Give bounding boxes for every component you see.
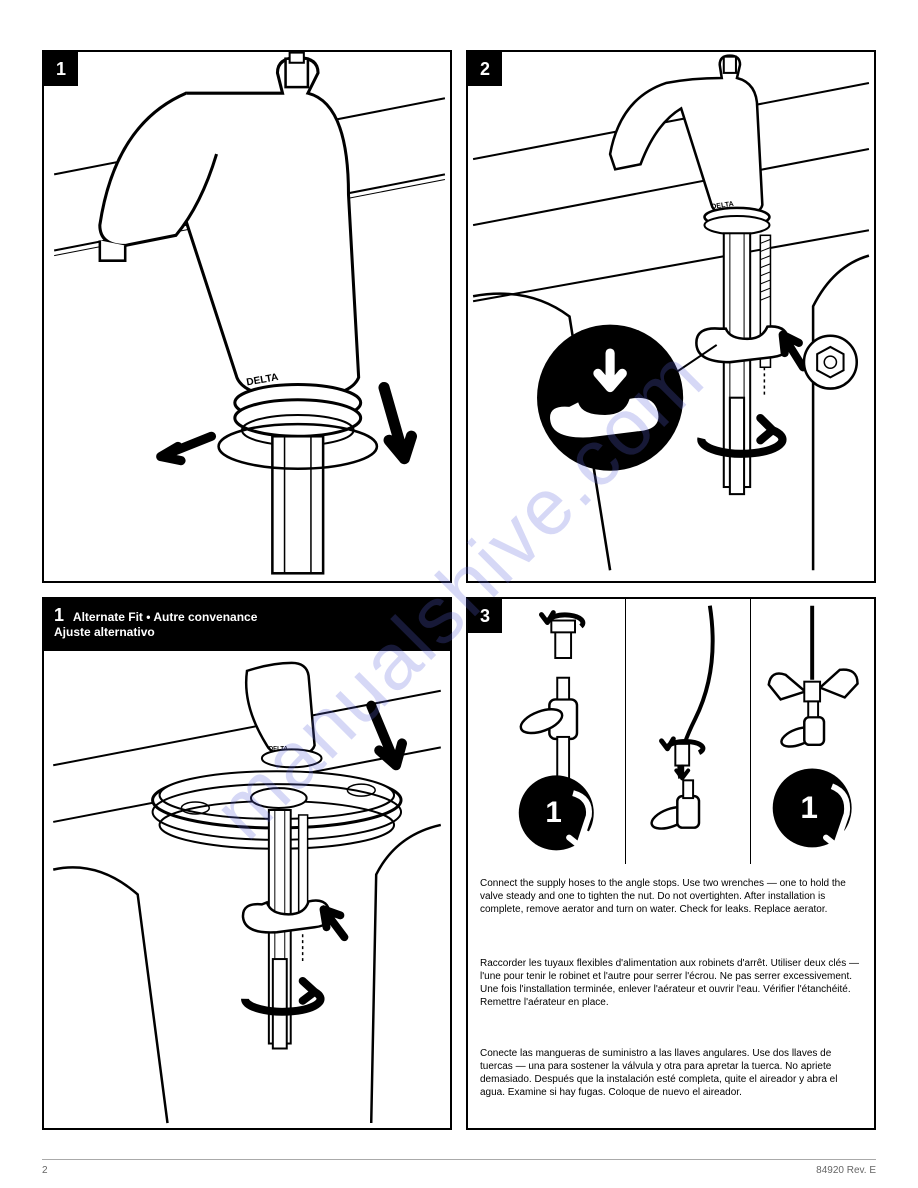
alt-heading-2: Ajuste alternativo: [54, 625, 155, 639]
page-footer: 2 84920 Rev. E: [0, 1165, 918, 1176]
step-3-subpanels: 1: [502, 599, 874, 864]
diagram-faucet-insert: DELTA: [44, 52, 450, 581]
svg-text:DELTA: DELTA: [269, 746, 289, 752]
instructions-fr: Raccorder les tuyaux flexibles d'aliment…: [468, 949, 874, 1017]
instructions-en: Connect the supply hoses to the angle st…: [468, 869, 874, 924]
panel-step-1: 1 DELTA: [42, 50, 452, 583]
diagram-mounting-nut: DELTA: [468, 52, 874, 581]
diagram-hose-insert: [626, 599, 749, 864]
diagram-tighten: 1: [751, 599, 874, 864]
step-3-badge: 3: [468, 599, 502, 633]
footer-rev: 84920 Rev. E: [816, 1165, 876, 1176]
diagram-angle-stop-a: 1: [502, 599, 625, 864]
subpanel-c: 1: [750, 599, 874, 864]
subpanel-a: 1: [502, 599, 625, 864]
footer-rule: [42, 1159, 876, 1160]
svg-text:1: 1: [545, 796, 561, 829]
alt-step-num: 1: [54, 605, 64, 625]
instructions-es: Conecte las mangueras de suministro a la…: [468, 1039, 874, 1107]
alt-heading-1: Alternate Fit • Autre convenance: [73, 610, 257, 624]
footer-page: 2: [42, 1165, 48, 1176]
page-root: manualshive.com 1: [0, 0, 918, 1188]
panel-step-1-alt: 1 Alternate Fit • Autre convenance Ajust…: [42, 597, 452, 1130]
subpanel-b: [625, 599, 749, 864]
alt-banner: 1 Alternate Fit • Autre convenance Ajust…: [44, 599, 450, 651]
step-grid: 1 DELTA: [42, 50, 876, 1130]
panel-step-3: 3: [466, 597, 876, 1130]
diagram-deckplate: DELTA: [44, 651, 450, 1128]
panel-step-2: 2 DELTA: [466, 50, 876, 583]
svg-text:1: 1: [800, 789, 818, 825]
